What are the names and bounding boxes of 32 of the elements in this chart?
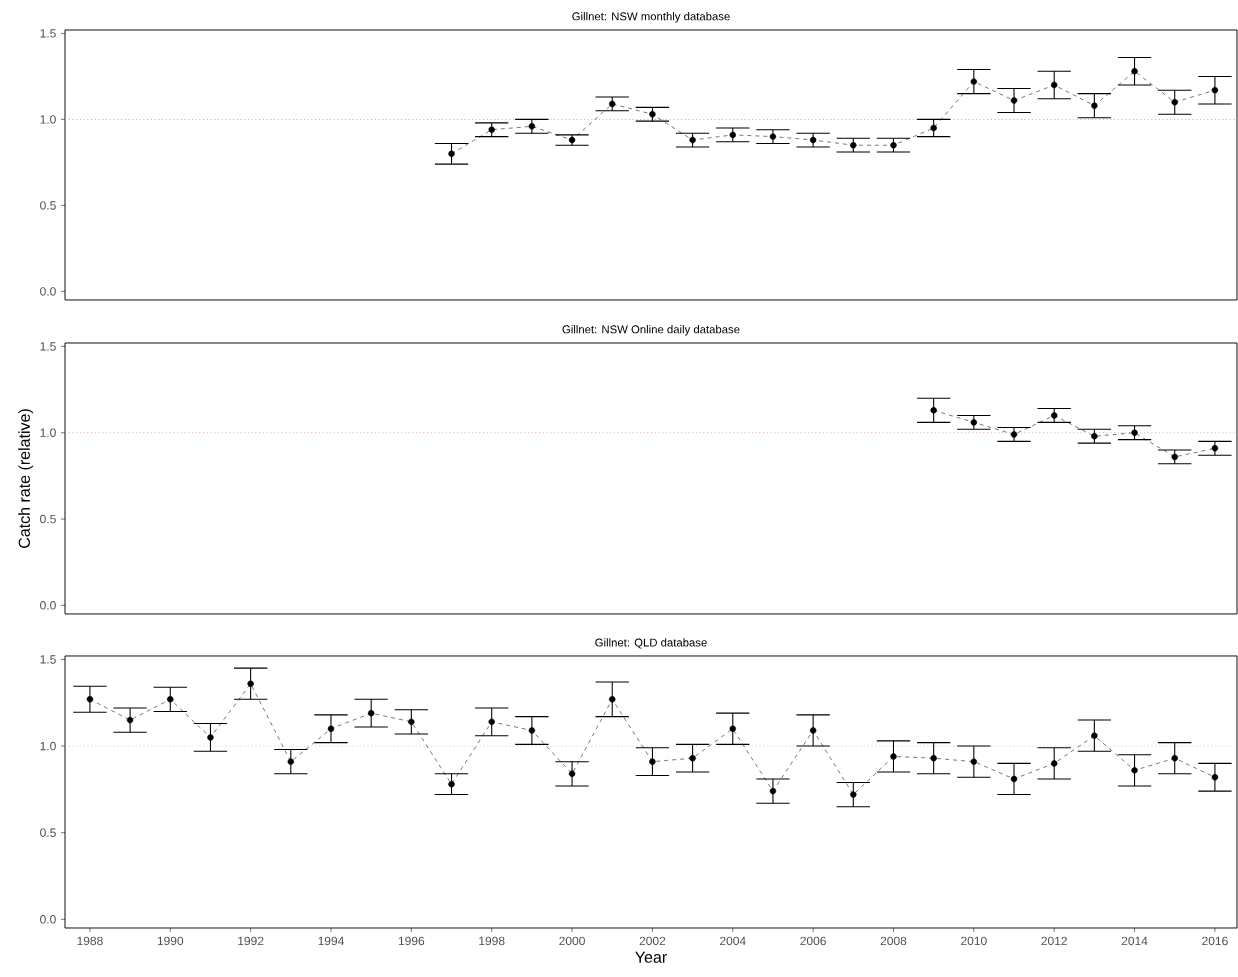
x-tick-label: 1996 [398, 936, 425, 946]
x-tick-label: 1998 [479, 936, 505, 946]
y-tick-label: 0.5 [40, 514, 56, 524]
x-tick-label: 2000 [559, 936, 585, 946]
x-tick-label: 2002 [639, 936, 666, 946]
y-tick-label: 0.0 [40, 601, 56, 610]
y-tick-label: 0.0 [40, 915, 56, 924]
x-tick-label: 2016 [1202, 936, 1228, 946]
x-tick-label: 2008 [880, 936, 907, 946]
chart-title: Gillnet: QLD database [595, 638, 707, 649]
x-tick-label: 1994 [318, 936, 344, 946]
y-tick-label: 0.0 [40, 287, 56, 296]
x-tick-label: 1990 [157, 936, 184, 946]
x-tick-label: 2012 [1041, 936, 1067, 946]
x-axis-title: Year [635, 951, 667, 963]
y-tick-label: 0.5 [40, 828, 56, 837]
y-tick-label: 1.5 [40, 342, 56, 351]
x-tick-label: 2004 [720, 936, 746, 946]
x-tick-label: 1992 [238, 936, 264, 946]
y-tick-label: 1.5 [40, 29, 56, 38]
x-tick-label: 2006 [800, 936, 826, 946]
y-axis-title: Catch rate (relative) [18, 409, 34, 548]
y-tick-label: 1.5 [40, 655, 56, 664]
x-tick-label: 2014 [1121, 936, 1148, 946]
chart-title: Gillnet: NSW Online daily database [562, 325, 740, 336]
y-tick-label: 0.5 [40, 201, 56, 210]
y-tick-label: 1.0 [40, 115, 56, 124]
y-tick-label: 1.0 [40, 741, 56, 751]
chart-title: Gillnet: NSW monthly database [572, 12, 730, 23]
x-tick-label: 1988 [77, 936, 103, 946]
y-tick-label: 1.0 [40, 428, 56, 437]
x-tick-label: 2010 [961, 936, 987, 946]
